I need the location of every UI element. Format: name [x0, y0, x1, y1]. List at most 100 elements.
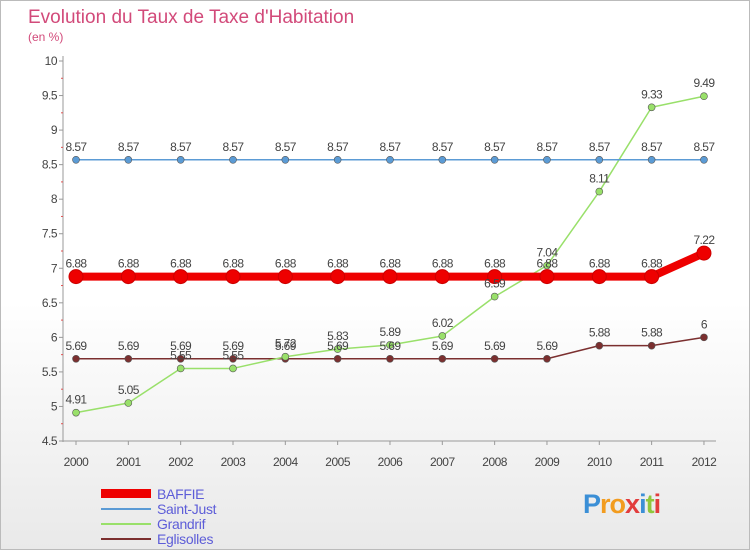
- data-point: [696, 245, 712, 261]
- data-point: [543, 156, 551, 164]
- data-point: [333, 345, 342, 353]
- data-label: 8.57: [379, 140, 401, 154]
- data-label: 6.88: [327, 257, 349, 271]
- data-label: 6.59: [484, 277, 506, 291]
- y-tick-label: 5: [51, 399, 58, 413]
- data-label: 6.88: [170, 257, 192, 271]
- data-point: [543, 354, 551, 363]
- data-label: 6.88: [66, 257, 88, 271]
- data-point: [539, 269, 555, 285]
- legend-swatch-eglisolles: [101, 538, 151, 540]
- data-point: [124, 354, 133, 363]
- data-point: [333, 156, 342, 164]
- legend-label-saint-just: Saint-Just: [157, 501, 217, 517]
- data-point: [595, 187, 604, 196]
- data-point: [68, 269, 84, 285]
- data-point: [487, 269, 503, 285]
- data-point: [176, 354, 185, 363]
- y-tick-label: 8.5: [42, 158, 58, 172]
- data-label: 8.11: [589, 172, 610, 186]
- legend-swatch-baffie: [101, 489, 151, 498]
- logo-letter: x: [625, 489, 640, 519]
- data-point: [229, 364, 237, 373]
- y-tick-label: 5.5: [42, 365, 58, 379]
- data-point: [595, 156, 604, 164]
- data-point: [120, 269, 136, 285]
- data-label: 6.88: [379, 257, 401, 271]
- data-point: [591, 269, 607, 285]
- data-point: [386, 341, 394, 349]
- data-point: [595, 341, 604, 350]
- x-tick-label: 2005: [325, 455, 351, 469]
- data-point: [124, 156, 133, 164]
- data-label: 8.57: [432, 140, 454, 154]
- data-point: [176, 156, 185, 164]
- y-tick-label: 9: [51, 123, 58, 137]
- data-point: [330, 269, 346, 285]
- data-point: [438, 354, 447, 363]
- data-point: [438, 332, 447, 340]
- data-label: 8.57: [484, 140, 506, 154]
- data-label: 6: [701, 317, 708, 331]
- logo-letter: o: [609, 489, 626, 519]
- data-label: 5.69: [170, 339, 192, 353]
- data-point: [647, 341, 656, 350]
- data-point: [434, 269, 450, 285]
- data-label: 6.88: [536, 257, 558, 271]
- logo-letter: i: [653, 489, 661, 519]
- x-tick-label: 2004: [273, 455, 299, 469]
- data-label: 6.02: [432, 316, 454, 330]
- data-point: [229, 156, 237, 164]
- data-label: 5.69: [536, 339, 558, 353]
- y-tick-label: 8: [51, 192, 58, 206]
- data-point: [490, 354, 499, 363]
- data-label: 5.89: [379, 325, 401, 339]
- data-label: 5.69: [66, 339, 88, 353]
- data-label: 5.69: [432, 339, 454, 353]
- data-label: 8.57: [536, 140, 558, 154]
- legend-swatch-saint-just: [101, 508, 151, 510]
- data-point: [333, 354, 342, 363]
- data-point: [72, 408, 80, 417]
- data-label: 7.22: [693, 233, 715, 247]
- data-label: 8.57: [118, 140, 140, 154]
- data-label: 4.91: [66, 393, 88, 407]
- data-point: [382, 269, 398, 285]
- data-point: [229, 354, 237, 363]
- data-label: 5.69: [118, 339, 140, 353]
- data-label: 5.05: [118, 383, 140, 397]
- data-point: [72, 156, 80, 164]
- logo-letter: t: [645, 489, 655, 519]
- logo-letter: r: [600, 489, 610, 519]
- data-label: 8.57: [66, 140, 88, 154]
- y-tick-label: 6.5: [42, 296, 58, 310]
- data-point: [647, 103, 656, 112]
- data-point: [173, 269, 189, 285]
- data-point: [700, 92, 708, 101]
- data-label: 7.04: [536, 246, 558, 260]
- data-label: 8.57: [170, 140, 192, 154]
- data-label: 5.69: [379, 339, 401, 353]
- data-label: 8.57: [693, 140, 715, 154]
- x-tick-label: 2001: [116, 455, 142, 469]
- x-tick-label: 2009: [535, 455, 561, 469]
- x-tick-label: 2000: [64, 455, 90, 469]
- data-point: [647, 156, 656, 164]
- data-point: [176, 364, 185, 373]
- data-label: 6.88: [223, 257, 245, 271]
- data-point: [438, 156, 447, 164]
- data-label: 5.88: [589, 326, 611, 340]
- logo-letter: i: [639, 489, 646, 519]
- data-label: 5.69: [223, 339, 245, 353]
- data-label: 8.57: [327, 140, 349, 154]
- data-point: [277, 269, 293, 285]
- data-label: 5.83: [327, 329, 349, 343]
- data-label: 9.33: [641, 87, 663, 101]
- data-point: [124, 399, 133, 407]
- x-tick-label: 2007: [430, 455, 456, 469]
- data-label: 5.72: [275, 337, 297, 351]
- data-label: 5.55: [170, 348, 192, 362]
- data-point: [700, 333, 708, 342]
